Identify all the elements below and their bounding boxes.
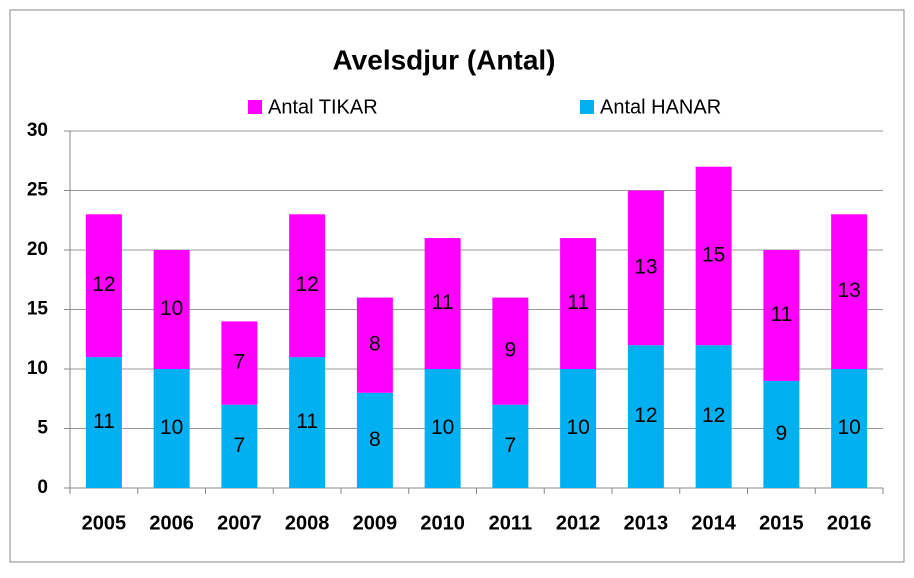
legend-label: Antal TIKAR: [268, 96, 378, 118]
bar-segment: [356, 392, 393, 488]
legend-swatch: [580, 100, 594, 114]
bar-segment: [289, 357, 326, 488]
data-label: 11: [770, 303, 792, 326]
data-label: 7: [505, 434, 517, 457]
y-tick-label: 15: [27, 299, 49, 320]
y-tick-label: 10: [27, 358, 48, 379]
data-label: 10: [431, 416, 454, 439]
data-label: 9: [776, 422, 788, 445]
x-tick-label: 2009: [353, 512, 398, 534]
bar-segment: [492, 297, 529, 405]
data-label: 12: [634, 404, 657, 427]
x-tick-label: 2007: [217, 512, 262, 534]
data-label: 11: [93, 410, 115, 433]
bar-segment: [627, 345, 664, 488]
bar-segment: [695, 345, 732, 488]
x-tick-label: 2011: [489, 512, 532, 534]
data-label: 12: [295, 273, 318, 296]
bar-segment: [221, 404, 258, 488]
data-label: 10: [160, 297, 183, 320]
bar-segment: [831, 214, 868, 369]
data-label: 10: [837, 416, 860, 439]
data-label: 12: [92, 273, 115, 296]
x-tick-label: 2013: [624, 512, 669, 534]
y-tick-label: 5: [37, 418, 48, 439]
data-label: 10: [566, 416, 589, 439]
bar-segment: [153, 250, 190, 369]
x-tick-label: 2016: [827, 512, 872, 534]
bar-segment: [560, 369, 597, 488]
y-tick-label: 30: [27, 120, 48, 141]
data-label: 12: [702, 404, 725, 427]
data-label: 13: [837, 279, 860, 302]
legend-swatch: [248, 100, 262, 114]
data-label: 15: [702, 243, 725, 266]
data-label: 8: [369, 333, 381, 356]
x-tick-label: 2012: [556, 512, 601, 534]
y-tick-label: 25: [27, 180, 49, 201]
bar-segment: [289, 214, 326, 358]
data-label: 10: [160, 416, 183, 439]
data-label: 11: [567, 291, 589, 314]
chart-title: Avelsdjur (Antal): [333, 44, 556, 75]
data-label: 13: [634, 255, 657, 278]
bar-segment: [560, 238, 597, 369]
bar-segment: [492, 404, 529, 488]
data-label: 11: [296, 410, 318, 433]
bar-segment: [221, 321, 258, 405]
x-tick-label: 2010: [420, 512, 465, 534]
bar-segment: [627, 190, 664, 346]
data-label: 7: [234, 351, 246, 374]
bar-segment: [831, 369, 868, 488]
x-tick-label: 2015: [759, 512, 804, 534]
bar-segment: [85, 214, 122, 358]
bar-segment: [356, 297, 393, 393]
bar-segment: [85, 357, 122, 488]
data-label: 8: [369, 428, 381, 451]
x-tick-label: 2014: [691, 512, 736, 534]
bar-segment: [763, 250, 800, 381]
x-tick-label: 2006: [149, 512, 194, 534]
data-label: 7: [234, 434, 246, 457]
legend-label: Antal HANAR: [600, 96, 721, 118]
data-label: 9: [505, 339, 517, 362]
bar-segment: [424, 369, 461, 488]
bar-segment: [424, 238, 461, 369]
x-tick-label: 2008: [285, 512, 330, 534]
bar-segment: [153, 369, 190, 488]
data-label: 11: [432, 291, 454, 314]
x-tick-label: 2005: [82, 512, 127, 534]
y-tick-label: 0: [37, 477, 48, 498]
bar-segment: [695, 166, 732, 346]
bar-segment: [763, 380, 800, 488]
y-tick-label: 20: [27, 239, 48, 260]
